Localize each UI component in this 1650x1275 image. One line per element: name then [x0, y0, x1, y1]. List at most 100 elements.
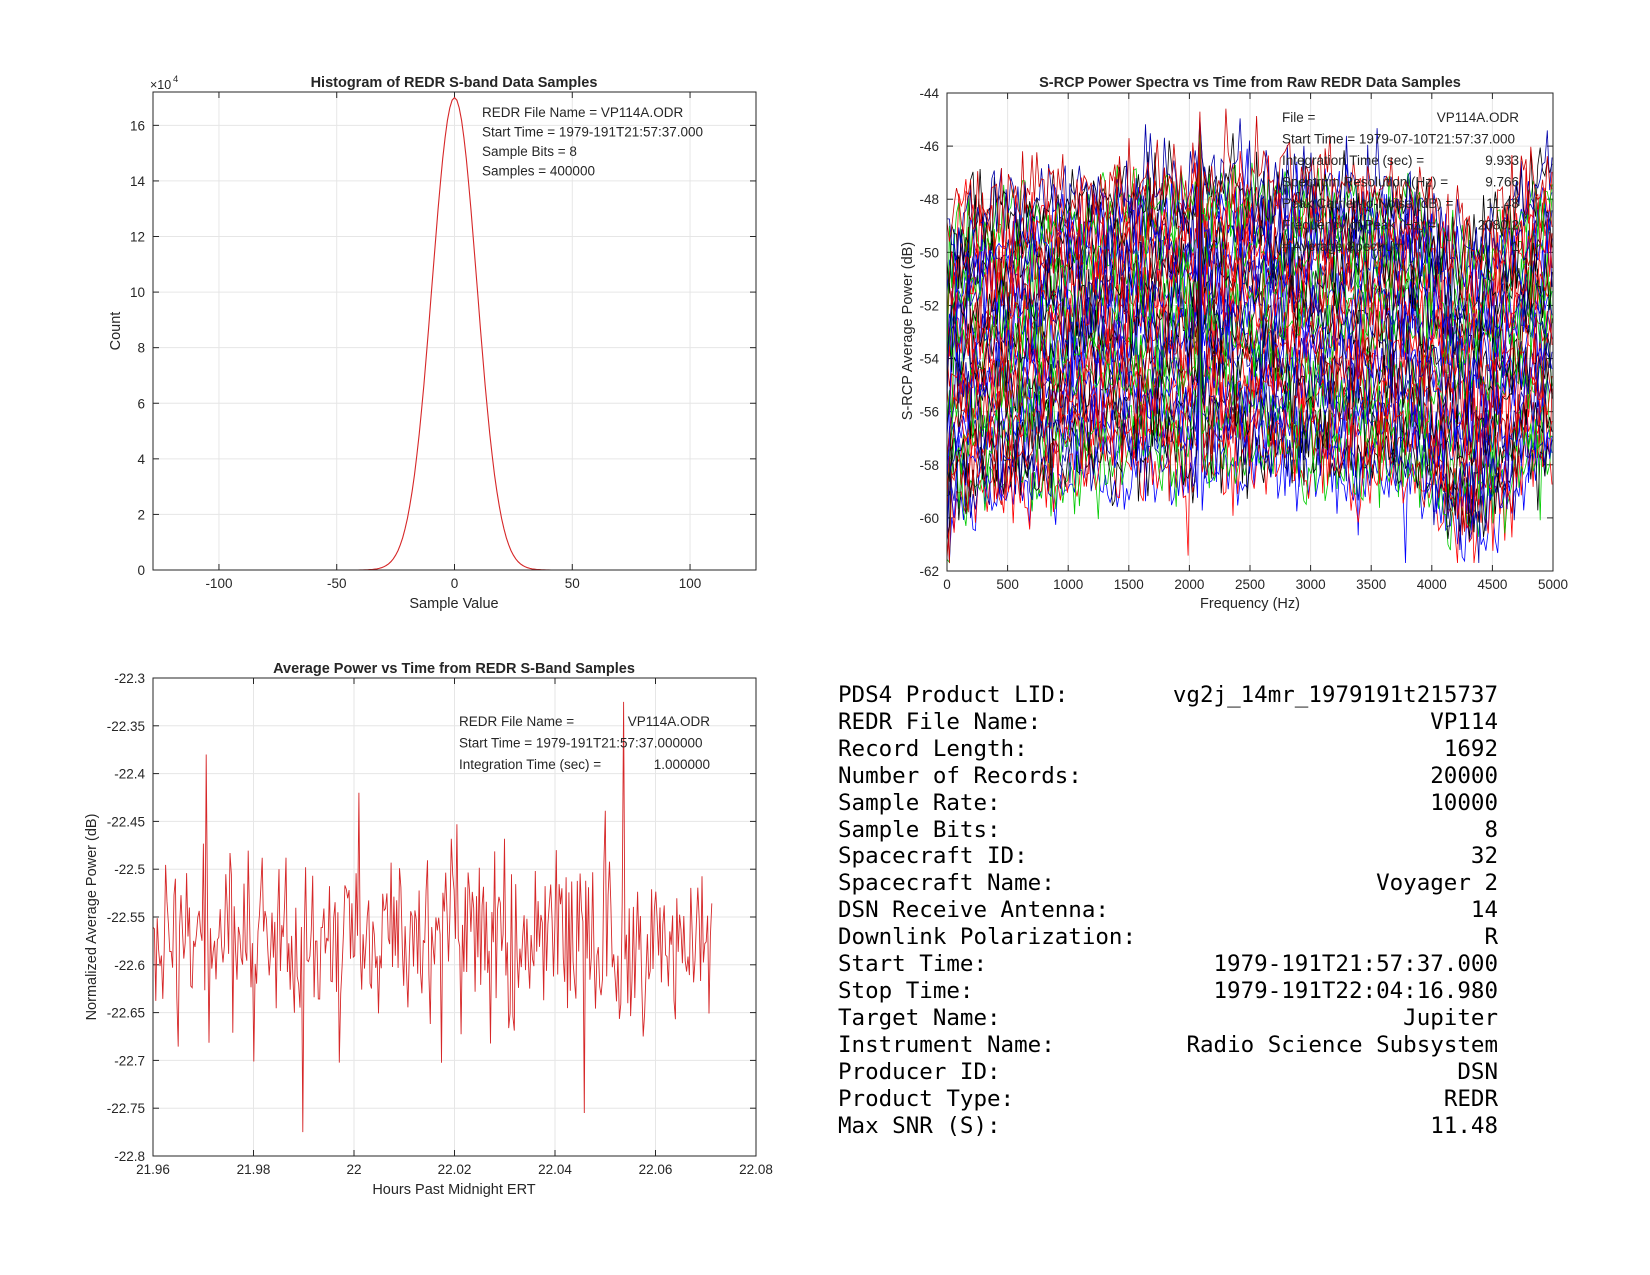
info-label: Sample Bits:: [838, 816, 1001, 843]
info-row: Max SNR (S): 11.48: [838, 1113, 1498, 1140]
power-x-tick-label: 22.02: [438, 1162, 472, 1177]
spectra-annotation-value: VP114A.ODR: [1437, 110, 1520, 125]
histogram-y-tick-label: 12: [130, 230, 145, 245]
info-label: Sample Rate:: [838, 789, 1001, 816]
power-y-label: Normalized Average Power (dB): [84, 814, 100, 1021]
spectra-x-tick-label: 1000: [1053, 577, 1083, 592]
power-x-tick-label: 21.98: [237, 1162, 271, 1177]
power-title: Average Power vs Time from REDR S-Band S…: [273, 661, 635, 677]
info-row: Stop Time: 1979-191T22:04:16.980: [838, 978, 1498, 1005]
histogram-y-tick-label: 8: [137, 341, 145, 356]
info-label: Number of Records:: [838, 762, 1082, 789]
power-x-tick-label: 22.04: [538, 1162, 572, 1177]
power-annotation-label: Integration Time (sec) =: [459, 757, 601, 772]
spectra-y-tick-label: -50: [919, 245, 939, 260]
info-label: DSN Receive Antenna:: [838, 897, 1109, 924]
info-value: 10000: [1430, 789, 1498, 816]
info-label: Max SNR (S):: [838, 1112, 1001, 1139]
histogram-y-exponent-power: 4: [173, 74, 178, 85]
power-annotation-value: 1.000000: [654, 757, 710, 772]
info-value: REDR: [1443, 1085, 1498, 1112]
spectra-annotation-value: 2080.2: [1478, 218, 1519, 233]
info-label: Target Name:: [838, 1004, 1001, 1031]
spectra-y-tick-label: -48: [919, 192, 939, 207]
info-value: 20000: [1430, 762, 1498, 789]
info-label: REDR File Name:: [838, 708, 1042, 735]
info-label: Spacecraft Name:: [838, 870, 1055, 897]
power-axes-frame: [152, 677, 757, 1157]
info-row: Instrument Name: Radio Science Subsystem: [838, 1032, 1498, 1059]
spectra-y-tick-label: -58: [919, 458, 939, 473]
spectrum-trace: [946, 286, 1553, 491]
info-row: Sample Bits: 8: [838, 817, 1498, 844]
info-label: Stop Time:: [838, 977, 974, 1004]
info-value: VP114: [1430, 708, 1498, 735]
power-x-tick-label: 22: [346, 1162, 361, 1177]
info-label: Spacecraft ID:: [838, 843, 1028, 870]
histogram-x-tick-label: 0: [451, 576, 459, 591]
histogram-y-tick-label: 2: [137, 507, 145, 522]
info-value: 11.48: [1430, 1112, 1498, 1139]
spectra-axes-frame: [946, 92, 1554, 572]
info-row: Spacecraft ID: 32: [838, 843, 1498, 870]
histogram-axes-frame: [152, 91, 757, 571]
power-y-tick-label: -22.6: [114, 958, 145, 973]
power-y-tick-label: -22.4: [114, 767, 145, 782]
info-row: Start Time: 1979-191T21:57:37.000: [838, 951, 1498, 978]
info-value: 1979-191T22:04:16.980: [1213, 977, 1498, 1004]
histogram-y-exponent-base: ×10: [150, 78, 171, 92]
spectra-y-tick-label: -46: [919, 139, 939, 154]
spectra-annotation-label: Spectrum Resolution (Hz) =: [1282, 175, 1448, 190]
info-value: 32: [1470, 843, 1498, 870]
histogram-annotation: REDR File Name = VP114A.ODR: [482, 105, 683, 120]
spectra-annotation-value: 9.933: [1485, 153, 1519, 168]
spectra-annotation-label: # Average Spectrum: [1282, 239, 1404, 254]
spectrum-trace: [946, 164, 1553, 361]
spectra-x-tick-label: 4500: [1477, 577, 1507, 592]
spectra-y-tick-label: -54: [919, 352, 939, 367]
info-row: Downlink Polarization: R: [838, 924, 1498, 951]
info-row: DSN Receive Antenna: 14: [838, 897, 1498, 924]
info-label: Record Length:: [838, 735, 1028, 762]
info-value: Radio Science Subsystem: [1186, 1031, 1498, 1058]
power-y-tick-label: -22.35: [107, 719, 145, 734]
histogram-y-label: Count: [108, 312, 124, 351]
power-y-tick-label: -22.5: [114, 862, 145, 877]
info-row: PDS4 Product LID: vg2j_14mr_1979191t21573…: [838, 682, 1498, 709]
info-label: Start Time:: [838, 951, 988, 978]
info-value: Jupiter: [1403, 1004, 1498, 1031]
spectra-x-tick-label: 1500: [1114, 577, 1144, 592]
info-value: 8: [1484, 816, 1498, 843]
spectrum-trace: [946, 198, 1553, 373]
spectra-y-tick-label: -62: [919, 564, 939, 579]
power-x-tick-label: 22.08: [739, 1162, 773, 1177]
spectra-x-tick-label: 3500: [1356, 577, 1386, 592]
spectra-annotation-value: 1: [1511, 239, 1519, 254]
spectra-x-label: Frequency (Hz): [1200, 596, 1300, 612]
histogram-y-tick-label: 16: [130, 118, 145, 133]
info-value: vg2j_14mr_1979191t215737: [1172, 682, 1498, 708]
spectra-title: S-RCP Power Spectra vs Time from Raw RED…: [1039, 75, 1461, 91]
info-label: Producer ID:: [838, 1058, 1001, 1085]
spectra-annotation-label: Start Time = 1979-07-10T21:57:37.000: [1282, 132, 1515, 147]
histogram-y-tick-label: 0: [137, 563, 145, 578]
spectra-x-tick-label: 2000: [1174, 577, 1204, 592]
histogram-y-tick-label: 4: [137, 452, 145, 467]
spectra-y-tick-label: -44: [919, 86, 939, 101]
info-row: Sample Rate: 10000: [838, 790, 1498, 817]
histogram-x-tick-label: 100: [679, 576, 702, 591]
spectra-y-tick-label: -52: [919, 298, 939, 313]
spectrum-trace: [946, 108, 1553, 284]
spectra-x-tick-label: 500: [996, 577, 1019, 592]
power-y-tick-label: -22.8: [114, 1149, 145, 1164]
power-y-tick-label: -22.45: [107, 814, 145, 829]
power-y-tick-label: -22.55: [107, 910, 145, 925]
info-value: 1979-191T21:57:37.000: [1213, 951, 1498, 978]
spectrum-trace: [946, 129, 1553, 368]
power-annotation-label: REDR File Name =: [459, 714, 574, 729]
spectra-x-tick-label: 3000: [1296, 577, 1326, 592]
spectra-y-tick-label: -56: [919, 405, 939, 420]
spectra-annotation-label: Integration Time (sec) =: [1282, 153, 1424, 168]
spectra-annotation-label: Peak Carrier-to-Noise (dB) =: [1282, 196, 1454, 211]
